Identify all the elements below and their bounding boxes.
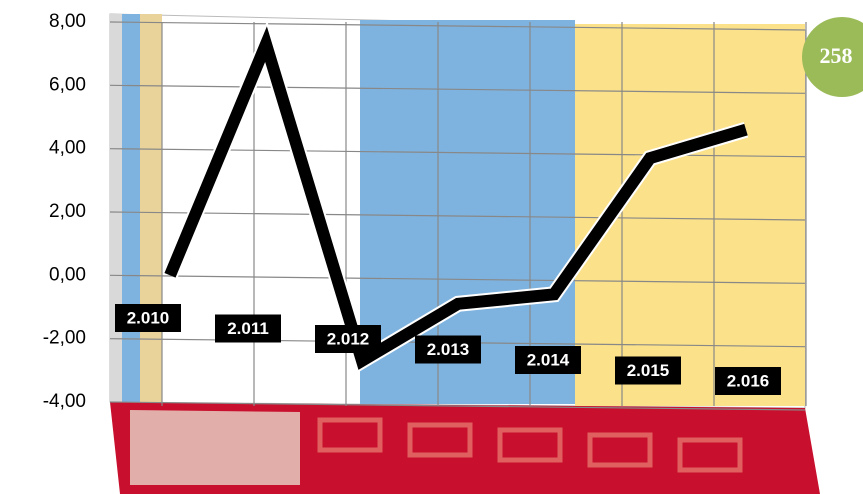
category-label-box bbox=[415, 335, 481, 364]
grid-line bbox=[109, 211, 806, 221]
x-tick-label: 2.015 bbox=[627, 361, 670, 380]
line bbox=[164, 26, 748, 370]
x-tick-label: 2.016 bbox=[727, 371, 770, 390]
x-tick-label: 2.014 bbox=[527, 350, 570, 369]
y-tick-label: 6,00 bbox=[49, 74, 86, 95]
category-label-box bbox=[315, 325, 381, 353]
grid-line bbox=[109, 21, 806, 31]
y-tick-label: -2,00 bbox=[43, 328, 86, 349]
category-label-box bbox=[715, 367, 781, 395]
x-tick-label: 2.013 bbox=[427, 340, 470, 359]
badge bbox=[802, 17, 863, 97]
y-tick-label: 0,00 bbox=[49, 264, 86, 285]
category-label-box bbox=[215, 314, 281, 343]
category-label-box bbox=[115, 304, 181, 332]
x-tick-label: 2.012 bbox=[327, 329, 370, 348]
category-label-box bbox=[615, 356, 681, 385]
grid-line bbox=[109, 274, 806, 284]
y-tick-label: -4,00 bbox=[43, 391, 86, 412]
grid-line bbox=[109, 401, 806, 411]
grid-line bbox=[109, 84, 806, 94]
x-tick-label: 2.010 bbox=[127, 308, 170, 327]
y-tick-label: 2,00 bbox=[49, 201, 86, 222]
badge-text: 258 bbox=[820, 43, 853, 68]
y-tick-label: 8,00 bbox=[49, 11, 86, 32]
x-tick-label: 2.011 bbox=[227, 319, 269, 338]
y-tick-label: 4,00 bbox=[49, 138, 86, 159]
category-label-box bbox=[515, 346, 581, 374]
